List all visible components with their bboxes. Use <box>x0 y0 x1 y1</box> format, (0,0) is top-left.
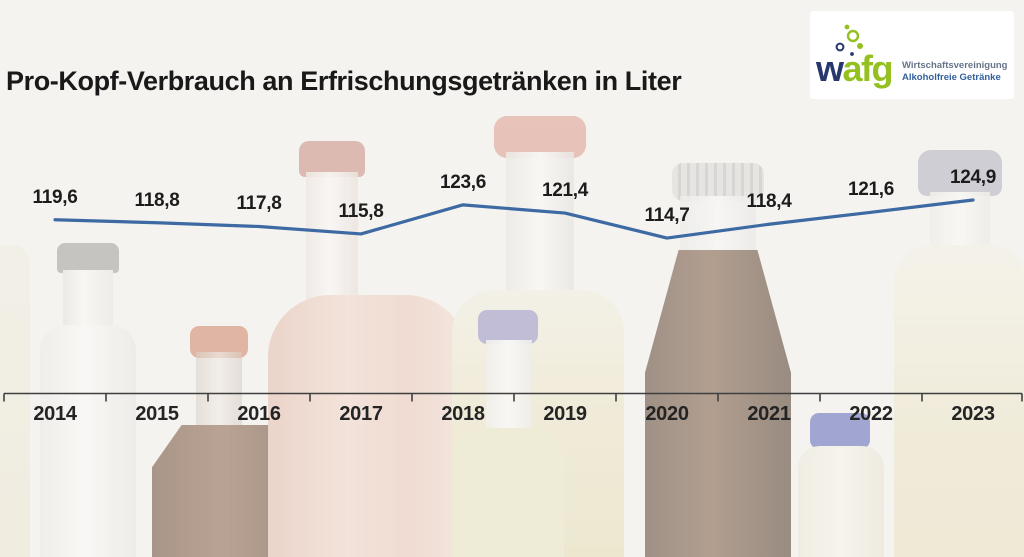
consumption-line <box>53 198 975 240</box>
bottle-purple-neck <box>486 340 532 432</box>
bottle-gray-neck <box>63 270 113 330</box>
bottle-purple-cap <box>478 310 538 344</box>
bottle-lemonade-neck <box>506 152 574 302</box>
bottle-right-body <box>894 245 1024 557</box>
bottle-lemonade-cap <box>494 116 586 158</box>
bottle-blue-body <box>798 446 884 557</box>
wafg-wordmark-afg: afg <box>842 48 894 89</box>
wafg-wordmark: wafg <box>816 48 894 89</box>
bottle-cola-dark-neck <box>680 196 756 254</box>
bottle-cola-small-neck <box>196 352 242 432</box>
bottle-gray-cap <box>57 243 119 273</box>
page-title: Pro-Kopf-Verbrauch an Erfrischungsgeträn… <box>6 66 682 97</box>
wafg-wordmark-w: w <box>816 48 844 89</box>
bottle-cola-small-cap <box>190 326 248 358</box>
bottle-right-cap <box>918 150 1002 196</box>
bottle-salmon-body <box>268 295 468 557</box>
wafg-tagline-line1: Wirtschaftsvereinigung <box>902 60 1008 71</box>
wafg-tagline: Wirtschaftsvereinigung Alkoholfreie Getr… <box>902 60 1012 83</box>
bottle-purple-body <box>452 428 564 557</box>
bubbles-icon <box>835 24 863 56</box>
bottle-blue-cap <box>810 413 870 449</box>
bottle-gray-body <box>40 325 136 557</box>
bottle-salmon-cap <box>299 141 365 177</box>
bottle-left-partial <box>0 245 30 557</box>
bottle-cola-dark-body <box>645 250 791 557</box>
bottle-cola-dark-cap <box>672 163 764 201</box>
wafg-logo: wafg Wirtschaftsvereinigung Alkoholfreie… <box>810 11 1014 99</box>
wafg-tagline-line2: Alkoholfreie Getränke <box>902 71 1001 83</box>
bottle-salmon-neck <box>306 172 358 302</box>
